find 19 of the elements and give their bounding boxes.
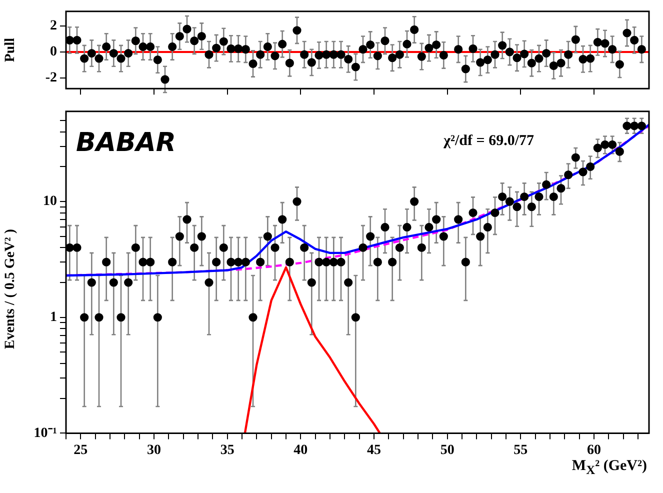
y-axis-title: Pull xyxy=(3,38,19,62)
y-axis-title: Events / ( 0.5 GeV² ) xyxy=(3,228,19,350)
x-tick-label: 35 xyxy=(220,443,234,458)
x-tick-label: 55 xyxy=(514,443,528,458)
y-tick-label: 10 xyxy=(43,194,57,210)
x-tick-label: 40 xyxy=(294,443,308,458)
y-tick-label: 10⁻¹ xyxy=(34,426,57,441)
annotation: χ²/df = 69.0/77 xyxy=(442,132,534,149)
y-tick-label: 2 xyxy=(50,18,57,34)
y-tick-label: 1 xyxy=(50,310,57,325)
y-tick-label: -2 xyxy=(45,70,57,86)
x-tick-label: 25 xyxy=(74,443,88,458)
x-tick-label: 60 xyxy=(587,443,601,458)
annotation: BABAR xyxy=(76,128,176,158)
x-axis-title: M$_{X}$² (GeV²) xyxy=(570,458,648,478)
x-tick-label: 45 xyxy=(367,443,381,458)
x-tick-label: 30 xyxy=(147,443,161,458)
x-tick-label: 50 xyxy=(440,443,454,458)
y-tick-label: 0 xyxy=(50,44,57,60)
